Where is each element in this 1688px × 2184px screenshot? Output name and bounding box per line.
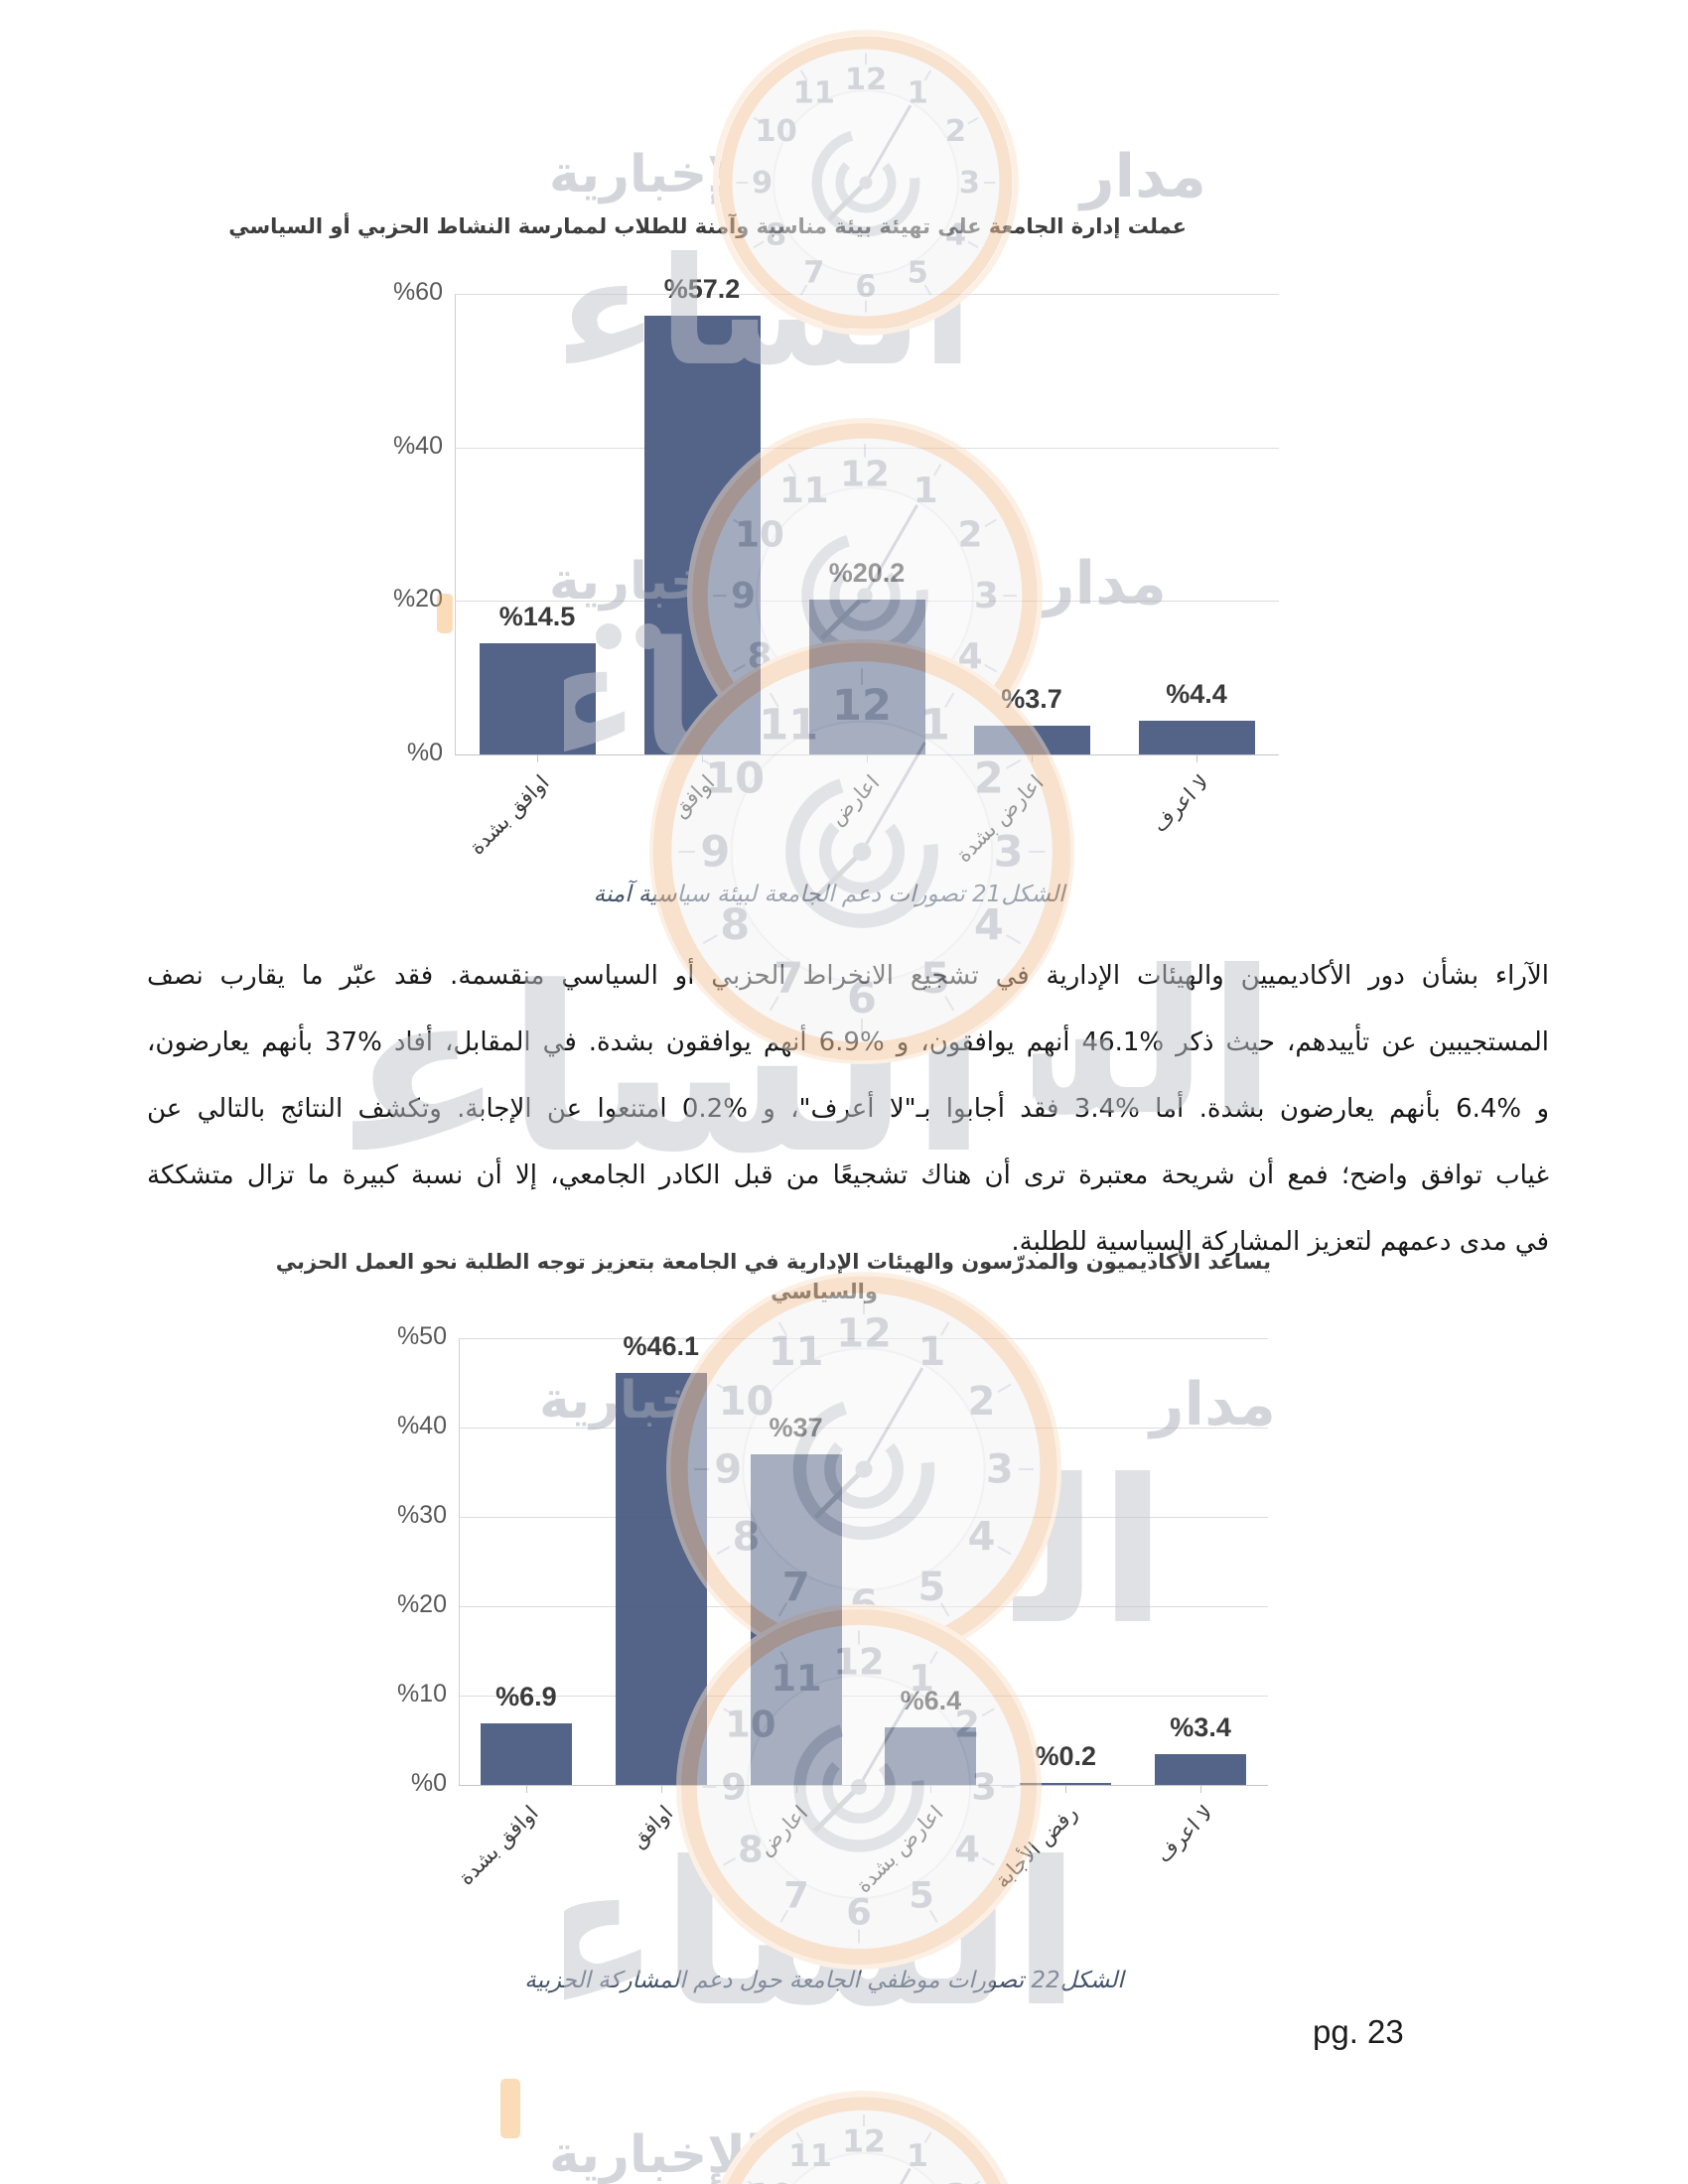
paragraph-line: الآراء بشأن دور الأكاديميين والهيئات الإ… [147, 961, 1549, 991]
bar [1155, 1754, 1247, 1785]
paragraph-line: غياب توافق واضح؛ فمع أن شريحة معتبرة ترى… [147, 1160, 1549, 1190]
bar-value-label: %46.1 [623, 1331, 700, 1362]
figure-22-caption: الشكل22 تصورات موظفي الجامعة حول دعم الم… [524, 1968, 1124, 1993]
bar-value-label: %6.9 [495, 1681, 557, 1711]
svg-text:10: 10 [750, 2178, 793, 2184]
gridline [459, 1606, 1268, 1607]
bar [643, 315, 761, 754]
x-axis-tick [1065, 1785, 1067, 1793]
paragraph-line: في مدى دعمهم لتعزيز المشاركة السياسية لل… [1011, 1227, 1549, 1257]
svg-text:3: 3 [959, 166, 980, 201]
x-axis-label: لا اعرف [1151, 1801, 1218, 1867]
bar-value-label: %3.7 [1001, 684, 1062, 715]
paragraph-line: و %6.4 بأنهم يعارضون بشدة. أما %3.4 فقد … [147, 1094, 1550, 1124]
figure-22-chart: يساعد الأكاديميون والمدرّسون والهيئات ال… [275, 1247, 1271, 2001]
x-axis-tick [525, 1785, 527, 1793]
y-axis-line [459, 1338, 460, 1785]
x-axis-label: اعارض [824, 770, 884, 830]
y-axis-tick-label: %20 [392, 585, 443, 614]
figure-21-caption: الشكل21 تصورات دعم الجامعة لبيئة سياسية … [593, 882, 1065, 907]
y-axis-tick-label: %50 [396, 1322, 447, 1350]
x-axis-label: رفض الأجابة [990, 1801, 1083, 1893]
svg-text:11: 11 [788, 2138, 832, 2174]
x-axis-tick [537, 754, 538, 762]
bar-value-label: %14.5 [498, 601, 576, 631]
x-axis-label: اوافق [667, 770, 719, 822]
svg-text:2: 2 [945, 114, 966, 149]
svg-text:9: 9 [752, 166, 773, 201]
bar-value-label: %20.2 [828, 557, 906, 588]
svg-text:2: 2 [946, 2178, 968, 2184]
x-axis-label: اعارض بشدة [951, 770, 1049, 868]
svg-text:11: 11 [793, 76, 835, 111]
x-axis-label: اوافق بشدة [465, 770, 554, 860]
bar-value-label: %37 [769, 1413, 823, 1442]
x-axis-label: اوافق بشدة [454, 1801, 543, 1890]
svg-text:1: 1 [907, 2138, 928, 2174]
y-axis-tick-label: %20 [396, 1590, 447, 1618]
bar [808, 599, 925, 754]
x-axis-label: لا اعرف [1147, 770, 1213, 837]
bar [480, 1722, 572, 1785]
watermark-brand-text: مدار [1080, 142, 1206, 211]
gridline [455, 447, 1279, 449]
bar [479, 642, 596, 754]
x-axis-tick [930, 1785, 932, 1793]
x-axis-label: اعارض [753, 1801, 813, 1860]
x-axis-label: اعارض بشدة [851, 1801, 948, 1898]
body-paragraph: الآراء بشأن دور الأكاديميين والهيئات الإ… [147, 943, 1549, 1276]
svg-text:10: 10 [755, 114, 796, 149]
bar-plot: %60 %40 %20 %0 %14.5 اوافق بشدة %57.2 اوافق %20.… [367, 211, 1291, 906]
y-axis-tick-label: %60 [392, 278, 443, 306]
bar-value-label: %3.4 [1170, 1712, 1231, 1743]
watermark-brand-text: الإخبارية [549, 2125, 764, 2184]
x-axis-tick [1196, 754, 1197, 762]
chart-title: يساعد الأكاديميون والمدرّسون والهيئات ال… [275, 1250, 1271, 1304]
watermark-brand-text: الإخبارية [549, 145, 764, 205]
x-axis-tick [1200, 1785, 1202, 1793]
bar [973, 726, 1090, 754]
gridline [455, 294, 1279, 295]
y-axis-tick-label: %40 [392, 431, 443, 460]
svg-text:12: 12 [842, 2124, 886, 2160]
gridline [459, 1785, 1268, 1786]
y-axis-tick-label: %10 [396, 1680, 447, 1707]
y-axis-tick-label: %0 [406, 739, 443, 766]
gridline [459, 1517, 1268, 1518]
bar-value-label: %4.4 [1166, 678, 1227, 709]
bar-value-label: %6.4 [900, 1686, 962, 1716]
bar [1138, 720, 1255, 754]
bar [750, 1454, 842, 1785]
chart-title: عملت إدارة الجامعة على تهيئة بيئة مناسبة… [228, 214, 1187, 238]
y-axis-tick-label: %40 [396, 1412, 447, 1439]
svg-text:1: 1 [908, 76, 928, 111]
x-axis-label: اوافق [626, 1801, 678, 1852]
y-axis-tick-label: %30 [396, 1501, 447, 1529]
x-axis-tick [867, 754, 868, 762]
page-number: pg. 23 [1313, 2013, 1404, 2050]
y-axis-line [455, 294, 456, 754]
svg-text:12: 12 [845, 63, 887, 97]
bar [615, 1373, 707, 1785]
bar-plot: %50 %40 %30 %20 %10 %0 %6.9 اوافق بشدة %46.1 اواف… [377, 1247, 1271, 2001]
bar [885, 1727, 977, 1785]
watermark-accent [500, 2079, 520, 2138]
bar-value-label: %57.2 [663, 273, 741, 304]
x-axis-tick [660, 1785, 662, 1793]
x-axis-tick [1032, 754, 1033, 762]
x-axis-tick [702, 754, 703, 762]
x-axis-tick [795, 1785, 797, 1793]
figure-21-chart: عملت إدارة الجامعة على تهيئة بيئة مناسبة… [228, 211, 1291, 906]
y-axis-tick-label: %0 [410, 1769, 447, 1797]
bar-value-label: %0.2 [1035, 1741, 1097, 1771]
bar [1020, 1783, 1112, 1785]
paragraph-line: المستجيبين عن تأييدهم، حيث ذكر %46.1 أنه… [147, 1027, 1549, 1057]
